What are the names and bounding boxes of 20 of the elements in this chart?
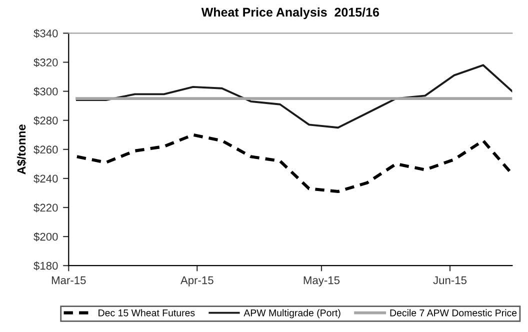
y-tick-label: $300 <box>34 87 58 96</box>
legend-label: APW Multigrade (Port) <box>244 309 340 318</box>
x-tick-label: Mar-15 <box>52 276 86 284</box>
x-tick-label: May-15 <box>304 276 340 286</box>
x-tick-label: Jun-15 <box>433 276 467 284</box>
y-axis-title: A$/tonne <box>16 124 26 174</box>
line-series <box>75 133 512 194</box>
chart-title: Wheat Price Analysis 2015/16 <box>201 7 380 20</box>
line-series <box>76 64 512 129</box>
legend-label: Dec 15 Wheat Futures <box>98 309 195 316</box>
y-tick-label: $180 <box>34 261 58 270</box>
y-tick-label: $260 <box>34 145 58 154</box>
y-tick-label: $200 <box>34 232 58 242</box>
y-tick-label: $320 <box>34 58 58 68</box>
y-tick-label: $220 <box>34 203 58 212</box>
legend-label: Decile 7 APW Domestic Price <box>390 309 517 316</box>
y-tick-label: $340 <box>34 29 58 38</box>
y-tick-label: $240 <box>34 174 58 184</box>
y-tick-label: $280 <box>34 116 58 126</box>
x-tick-label: Apr-15 <box>180 276 214 286</box>
